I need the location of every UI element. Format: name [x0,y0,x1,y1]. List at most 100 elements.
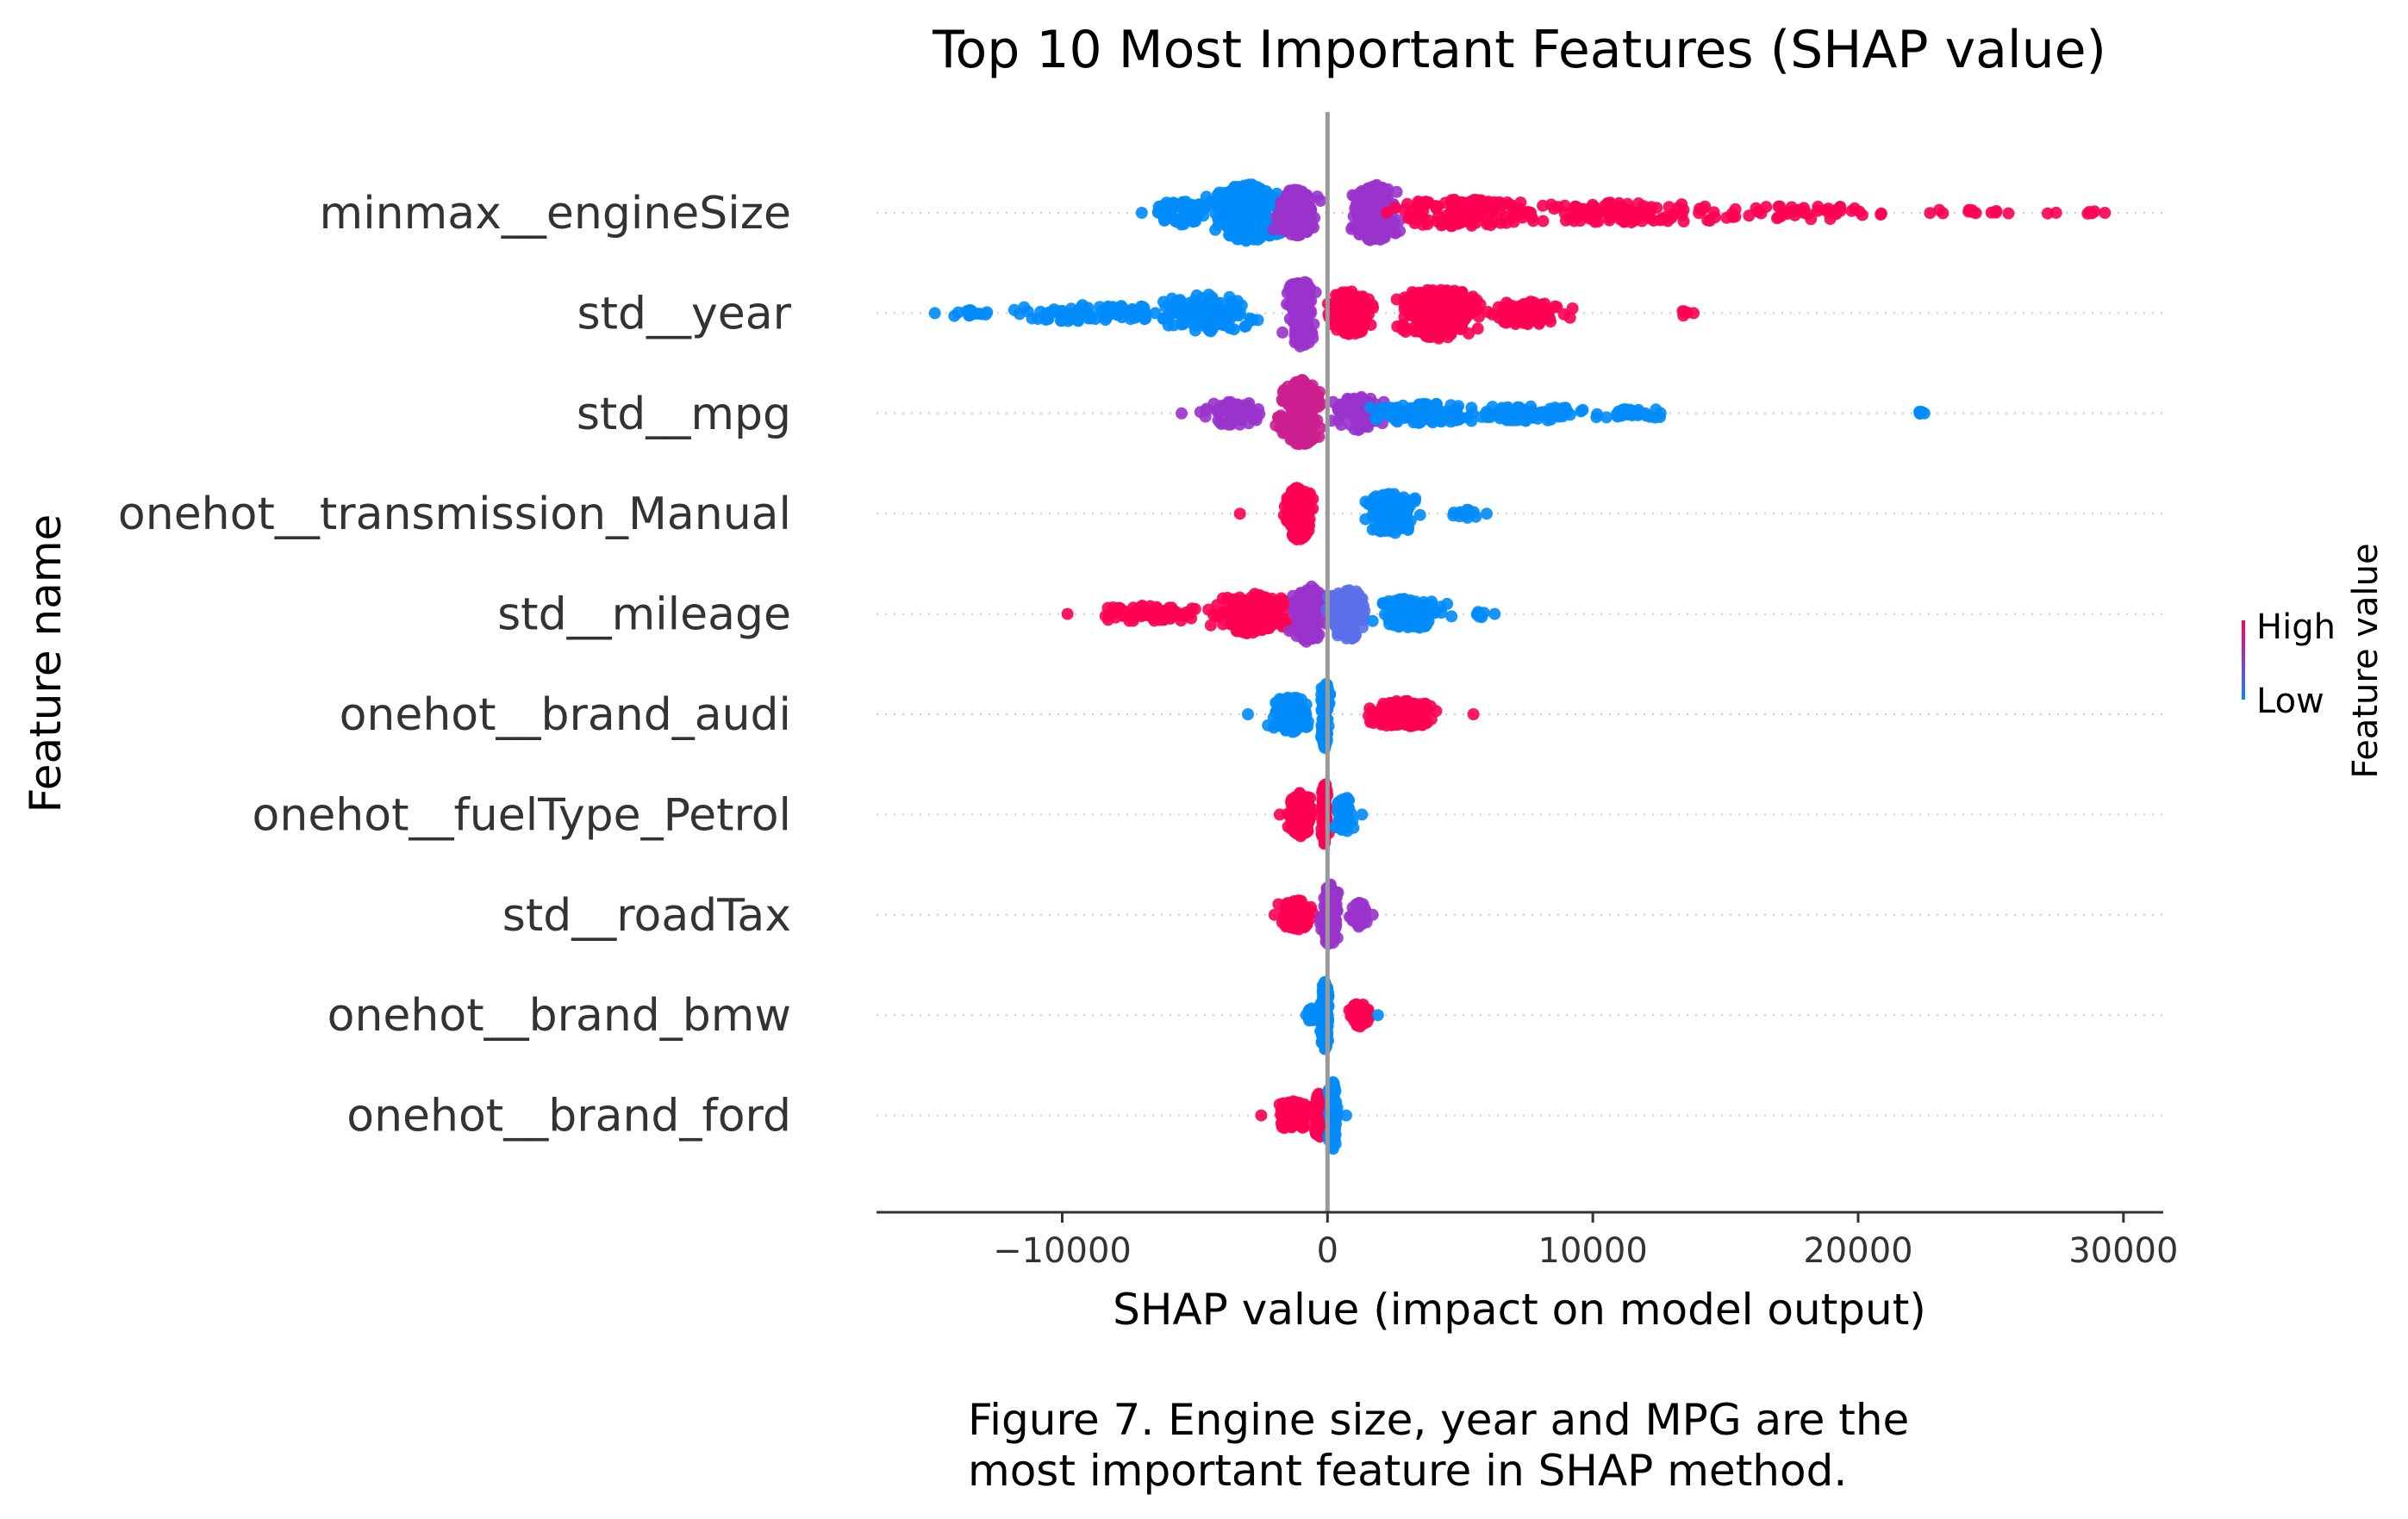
shap-dot [1165,200,1178,212]
shap-dot [1300,635,1313,648]
shap-dot [1924,207,1937,220]
shap-dot [1454,506,1467,519]
shap-dot [1333,290,1346,303]
shap-dot [1471,607,1484,620]
shap-dot [1654,411,1666,424]
shap-dot [1343,394,1355,406]
shap-dot [1234,306,1246,319]
shap-dot [1345,289,1358,302]
shap-dot [1224,321,1237,334]
shap-dot [1665,211,1678,224]
shap-dot [1351,902,1364,915]
shap-dot [1687,307,1700,320]
shap-dot [1445,309,1458,322]
shap-dot [1294,197,1307,210]
shap-dot [1291,827,1304,840]
shap-dot [1447,410,1459,423]
shap-dot [1287,1095,1300,1108]
shap-dot [1298,918,1310,931]
shap-dot [1034,305,1047,318]
feature-label: std__mpg [577,389,791,440]
shap-dot [1339,317,1352,329]
shap-dot [1289,302,1302,314]
shap-dot [1644,201,1657,214]
shap-dot [1353,216,1365,229]
shap-dot [1481,507,1493,520]
shap-dot [1213,186,1226,199]
shap-dot [1937,207,1949,220]
shap-dot [1428,315,1441,328]
shap-dot [1355,916,1368,929]
shap-dot [1222,187,1235,200]
shap-dot [1398,412,1411,424]
shap-dot [1481,218,1494,231]
shap-dot [1303,813,1316,826]
shap-dot [1076,307,1089,320]
shap-dot [1251,216,1263,229]
shap-dot [1514,196,1527,209]
feature-label: minmax__engineSize [320,188,791,240]
shap-dot [1284,1120,1297,1133]
shap-dot [1441,297,1454,310]
shap-dot [1200,200,1213,213]
shap-dot [1853,205,1866,218]
shap-dot [1231,601,1244,613]
shap-dot [1299,289,1312,302]
shap-dot [1357,300,1369,313]
shap-dot [1387,697,1399,710]
shap-dot [1557,308,1570,321]
shap-dot [1276,196,1289,209]
shap-dot [1291,896,1304,909]
shap-dot [1725,207,1738,220]
shap-dot [1382,488,1395,501]
shap-dot [1301,715,1314,728]
shap-dot [1432,200,1444,213]
shap-dot [1385,410,1398,423]
shap-dot [1245,178,1258,191]
shap-dot [1752,205,1764,218]
shap-dot [948,309,961,322]
shap-dot [1299,416,1312,429]
shap-dot [1401,621,1414,633]
shap-dot [1093,301,1106,314]
shap-dot [1344,626,1357,638]
shap-dot [1576,403,1589,416]
shap-dot [1300,1009,1313,1022]
shap-dot [1467,708,1480,720]
shap-dot [1488,607,1501,620]
feature-label: onehot__brand_bmw [328,990,791,1042]
shap-dot [1508,414,1521,426]
shap-dot [1709,211,1721,224]
shap-dot [1061,607,1074,620]
shap-dot [1014,308,1026,321]
shap-dot [1335,813,1348,826]
shap-dot [1359,513,1372,526]
shap-dot [1522,407,1535,420]
shap-dot [1544,198,1557,211]
shap-dot [1432,330,1445,343]
shap-dot [1304,304,1317,317]
feature-label: onehot__brand_ford [346,1091,791,1142]
shap-dot [1743,209,1756,222]
shap-dot [1410,415,1423,428]
shap-dot [1390,293,1403,306]
shap-dot [1291,336,1304,349]
shap-dot [1377,229,1389,242]
shap-dot [1354,186,1367,199]
shap-dot [1494,412,1507,425]
shap-dot [1356,392,1369,405]
shap-dot [1252,202,1265,215]
shap-dot [1220,219,1232,232]
shap-dot [1500,402,1513,414]
shap-dot [1462,411,1474,424]
shap-dot [1404,706,1417,719]
shap-dot [1276,326,1289,339]
shap-dot [1289,1106,1302,1119]
shap-dot [1287,210,1300,223]
shap-dot [1177,207,1190,220]
shap-dot [975,308,988,321]
shap-dot [1524,207,1537,219]
shap-dot [1223,290,1236,303]
